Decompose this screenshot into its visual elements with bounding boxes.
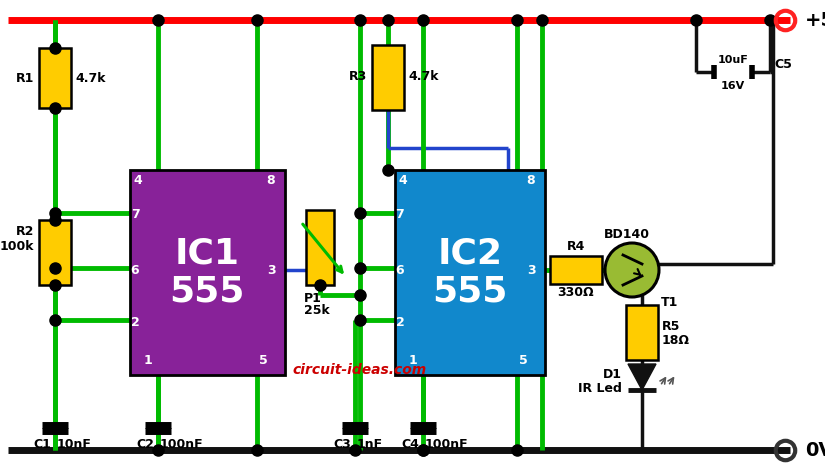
Text: 4: 4 xyxy=(134,173,143,187)
Text: 330Ω: 330Ω xyxy=(558,287,594,299)
Text: 2: 2 xyxy=(396,315,404,329)
Text: +5V: +5V xyxy=(805,11,825,31)
Text: 10uF: 10uF xyxy=(718,55,748,65)
Bar xyxy=(550,256,602,284)
Text: 100nF: 100nF xyxy=(160,438,204,451)
Text: 1: 1 xyxy=(144,354,153,368)
Text: 7: 7 xyxy=(130,209,139,221)
Text: 5: 5 xyxy=(258,354,267,368)
Text: C2: C2 xyxy=(136,438,154,451)
Text: 8: 8 xyxy=(266,173,276,187)
Text: C4: C4 xyxy=(401,438,419,451)
Text: D1: D1 xyxy=(603,368,622,382)
Text: R2: R2 xyxy=(16,225,34,238)
Text: 16V: 16V xyxy=(721,81,745,91)
Text: 0V: 0V xyxy=(805,441,825,461)
Text: 18Ω: 18Ω xyxy=(662,334,690,346)
Text: 6: 6 xyxy=(396,264,404,276)
Bar xyxy=(395,170,545,375)
Text: 1nF: 1nF xyxy=(357,438,383,451)
Text: R4: R4 xyxy=(567,241,585,253)
Text: 2: 2 xyxy=(130,315,139,329)
Text: C3: C3 xyxy=(333,438,351,451)
Text: T1: T1 xyxy=(661,297,678,310)
Circle shape xyxy=(605,243,659,297)
Text: R3: R3 xyxy=(349,70,367,84)
Text: 7: 7 xyxy=(396,209,404,221)
Text: 100nF: 100nF xyxy=(425,438,469,451)
Text: 3: 3 xyxy=(526,264,535,276)
Text: 4: 4 xyxy=(398,173,408,187)
Text: R1: R1 xyxy=(16,71,34,85)
Text: 1: 1 xyxy=(408,354,417,368)
Text: 8: 8 xyxy=(526,173,535,187)
Text: 25k: 25k xyxy=(304,305,330,318)
Bar xyxy=(130,170,285,375)
Text: 4.7k: 4.7k xyxy=(408,70,439,84)
Polygon shape xyxy=(628,364,656,390)
Text: 5: 5 xyxy=(519,354,527,368)
Text: IR Led: IR Led xyxy=(578,382,622,394)
Text: C1: C1 xyxy=(33,438,51,451)
Bar xyxy=(39,48,71,108)
Text: P1: P1 xyxy=(304,292,322,306)
Text: R5: R5 xyxy=(662,320,681,332)
Text: IC1: IC1 xyxy=(175,237,239,271)
Text: 555: 555 xyxy=(432,275,507,309)
Text: 6: 6 xyxy=(130,264,139,276)
Bar xyxy=(372,45,404,110)
Text: 3: 3 xyxy=(266,264,276,276)
Text: 555: 555 xyxy=(169,275,245,309)
Bar xyxy=(626,305,658,360)
Text: 10nF: 10nF xyxy=(57,438,92,451)
Bar xyxy=(39,220,71,285)
Text: circuit-ideas.com: circuit-ideas.com xyxy=(293,363,427,377)
Text: IC2: IC2 xyxy=(437,237,502,271)
Bar xyxy=(306,210,334,285)
Text: 100k: 100k xyxy=(0,240,34,253)
Text: 4.7k: 4.7k xyxy=(75,71,106,85)
Text: BD140: BD140 xyxy=(604,228,650,242)
Text: C5: C5 xyxy=(774,57,792,70)
